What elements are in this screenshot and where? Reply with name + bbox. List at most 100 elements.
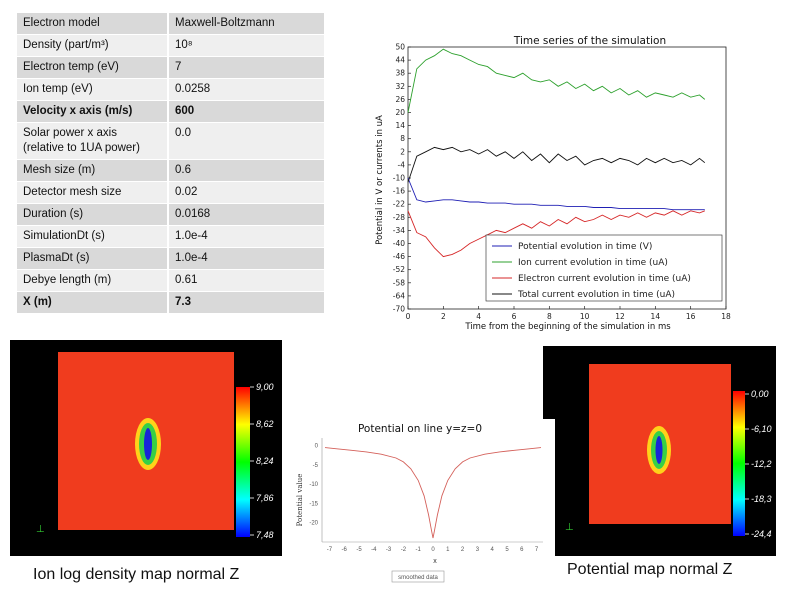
y-tick-label: -10 (393, 174, 405, 183)
parameter-value: 7 (168, 56, 324, 79)
x-tick-label: 0 (406, 312, 411, 321)
parameter-row: Duration (s) 0.0168 (17, 203, 324, 226)
x-tick-label: 8 (547, 312, 552, 321)
y-tick-label: -4 (398, 160, 406, 169)
parameter-row: Mesh size (m) 0.6 (17, 159, 324, 182)
parameter-label: Duration (s) (17, 203, 169, 226)
legend-label: Total current evolution in time (uA) (517, 290, 675, 300)
x-tick-label: 6 (520, 547, 524, 553)
y-tick-label: -20 (309, 521, 318, 527)
colorbar-tick-label: 0,00 (751, 389, 769, 399)
parameter-row: Solar power x axis (relative to 1UA powe… (17, 122, 324, 160)
colorbar (733, 391, 745, 536)
x-tick-label: 14 (651, 312, 661, 321)
y-tick-label: -34 (393, 226, 405, 235)
x-tick-label: 0 (431, 547, 435, 553)
parameter-row: Electron model Maxwell-Boltzmann (17, 13, 324, 35)
x-axis-label: x (433, 558, 437, 565)
x-tick-label: 18 (721, 312, 731, 321)
y-axis-label: Potential value (296, 474, 304, 527)
y-tick-label: -46 (393, 252, 405, 261)
x-axis-label: Time from the beginning of the simulatio… (464, 322, 671, 332)
y-tick-label: -52 (393, 265, 405, 274)
potential-line-chart: Potential on line y=z=0 Potential value … (292, 418, 548, 584)
map-white-corner (543, 419, 555, 556)
parameter-value: 0.6 (168, 159, 324, 182)
y-tick-label: 14 (395, 121, 405, 130)
chart-title: Potential on line y=z=0 (358, 423, 482, 435)
x-tick-label: -7 (327, 547, 333, 553)
y-tick-label: 0 (315, 444, 319, 450)
parameter-value: 0.0168 (168, 203, 324, 226)
x-tick-label: 3 (476, 547, 480, 553)
y-tick-label: 8 (400, 134, 405, 143)
legend-box (391, 570, 445, 583)
y-tick-label: -5 (313, 463, 319, 469)
x-tick-label: 5 (505, 547, 509, 553)
parameter-label: PlasmaDt (s) (17, 247, 169, 270)
colorbar-tick-label: -24,4 (751, 529, 772, 539)
parameter-value: 1.0e-4 (168, 225, 324, 248)
density-map-caption: Ion log density map normal Z (33, 566, 240, 583)
time-series-chart: Time series of the simulation Potential … (375, 35, 731, 332)
x-tick-label: 10 (580, 312, 590, 321)
parameter-row: X (m) 7.3 (17, 291, 324, 314)
map-core (655, 436, 663, 464)
parameter-row: Debye length (m) 0.61 (17, 269, 324, 292)
parameter-value: 600 (168, 100, 324, 123)
parameter-label: Mesh size (m) (17, 159, 169, 182)
legend-label: Potential evolution in time (V) (518, 242, 652, 252)
parameter-label: Electron model (17, 13, 169, 35)
parameter-row: Density (part/m³) 10⁸ (17, 34, 324, 57)
x-tick-label: -5 (356, 547, 362, 553)
legend-label: smoothed data (398, 575, 438, 581)
y-tick-label: -28 (393, 213, 405, 222)
parameter-row: Ion temp (eV) 0.0258 (17, 78, 324, 101)
x-tick-label: -6 (342, 547, 348, 553)
colorbar-tick-label: -6,10 (751, 424, 772, 434)
colorbar-tick-label: 7,48 (256, 530, 274, 540)
parameter-label: Detector mesh size (17, 181, 169, 204)
potential-map: 0,00 -6,10 -12,2 -18,3 -24,4 ⊥ (543, 346, 776, 556)
x-tick-label: 6 (512, 312, 517, 321)
x-tick-label: 1 (446, 547, 450, 553)
y-tick-label: -15 (309, 501, 318, 507)
series-line-potential (407, 177, 705, 211)
colorbar-tick-label: 7,86 (256, 493, 274, 503)
parameter-value: 0.02 (168, 181, 324, 204)
y-tick-label: 44 (395, 56, 405, 65)
parameter-label: Electron temp (eV) (17, 56, 169, 79)
y-tick-label: -70 (393, 305, 405, 314)
legend-label: Electron current evolution in time (uA) (518, 274, 691, 284)
chart-title: Time series of the simulation (513, 35, 666, 47)
parameter-value: 0.0 (168, 122, 324, 160)
parameter-row: SimulationDt (s) 1.0e-4 (17, 225, 324, 248)
x-tick-label: 4 (491, 547, 495, 553)
y-tick-label: 38 (395, 69, 405, 78)
x-tick-label: 12 (615, 312, 625, 321)
potential-line (324, 447, 542, 539)
x-tick-label: 16 (686, 312, 696, 321)
series-line-ion (407, 48, 706, 113)
y-tick-label: 26 (395, 95, 405, 104)
map-core (144, 428, 152, 460)
axis-triad-icon: ⊥ (565, 522, 574, 533)
axis-triad-icon: ⊥ (36, 524, 45, 535)
y-tick-label: 2 (400, 147, 405, 156)
parameter-value: 1.0e-4 (168, 247, 324, 270)
parameter-table: Electron model Maxwell-Boltzmann Density (… (17, 13, 324, 314)
parameter-label: Velocity x axis (m/s) (17, 100, 169, 123)
y-tick-label: -64 (393, 291, 405, 300)
y-tick-label: -40 (393, 239, 405, 248)
y-tick-label: 32 (395, 82, 405, 91)
parameter-label: X (m) (17, 291, 169, 314)
colorbar-tick-label: -12,2 (751, 459, 772, 469)
x-tick-label: 2 (441, 312, 446, 321)
x-tick-label: 7 (535, 547, 539, 553)
x-tick-label: -2 (401, 547, 407, 553)
x-tick-label: 4 (476, 312, 481, 321)
y-tick-label: -58 (393, 278, 405, 287)
parameter-label: Debye length (m) (17, 269, 169, 292)
x-tick-label: 2 (461, 547, 465, 553)
y-tick-label: 50 (395, 43, 405, 52)
